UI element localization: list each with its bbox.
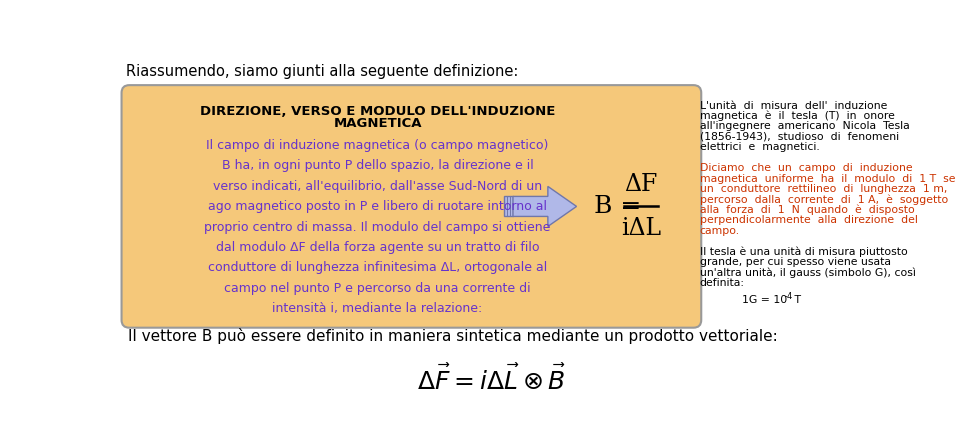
- Text: intensità i, mediante la relazione:: intensità i, mediante la relazione:: [273, 302, 483, 315]
- Text: percorso  dalla  corrente  di  1 A,  è  soggetto: percorso dalla corrente di 1 A, è sogget…: [700, 194, 948, 205]
- Text: Riassumendo, siamo giunti alla seguente definizione:: Riassumendo, siamo giunti alla seguente …: [126, 63, 518, 79]
- Text: all'ingegnere  americano  Nicola  Tesla: all'ingegnere americano Nicola Tesla: [700, 121, 909, 131]
- Text: $\Delta\vec{F} = i\Delta\vec{L} \otimes \vec{B}$: $\Delta\vec{F} = i\Delta\vec{L} \otimes …: [418, 365, 566, 395]
- Text: un  conduttore  rettilineo  di  lunghezza  1 m,: un conduttore rettilineo di lunghezza 1 …: [700, 184, 948, 194]
- Polygon shape: [513, 187, 577, 227]
- Text: verso indicati, all'equilibrio, dall'asse Sud-Nord di un: verso indicati, all'equilibrio, dall'ass…: [213, 180, 542, 193]
- Text: campo nel punto P e percorso da una corrente di: campo nel punto P e percorso da una corr…: [225, 282, 531, 295]
- Text: elettrici  e  magnetici.: elettrici e magnetici.: [700, 142, 820, 152]
- Text: conduttore di lunghezza infinitesima ΔL, ortogonale al: conduttore di lunghezza infinitesima ΔL,…: [208, 261, 547, 275]
- Text: magnetica  uniforme  ha  il  modulo  di  1 T  se: magnetica uniforme ha il modulo di 1 T s…: [700, 174, 955, 183]
- Text: T: T: [791, 295, 802, 304]
- FancyBboxPatch shape: [122, 85, 701, 328]
- Text: 1G = 10: 1G = 10: [742, 295, 787, 304]
- Text: perpendicolarmente  alla  direzione  del: perpendicolarmente alla direzione del: [700, 215, 918, 225]
- Text: Il vettore B può essere definito in maniera sintetica mediante un prodotto vetto: Il vettore B può essere definito in mani…: [128, 328, 778, 345]
- Text: Il tesla è una unità di misura piuttosto: Il tesla è una unità di misura piuttosto: [700, 247, 907, 257]
- Text: L'unità  di  misura  dell'  induzione: L'unità di misura dell' induzione: [700, 100, 887, 110]
- Text: MAGNETICA: MAGNETICA: [333, 117, 421, 131]
- Text: magnetica  è  il  tesla  (T)  in  onore: magnetica è il tesla (T) in onore: [700, 111, 895, 121]
- Text: definita:: definita:: [700, 278, 745, 288]
- Text: -4: -4: [784, 292, 792, 301]
- Text: ΔF: ΔF: [624, 172, 658, 196]
- Polygon shape: [504, 196, 513, 216]
- Text: Il campo di induzione magnetica (o campo magnetico): Il campo di induzione magnetica (o campo…: [206, 139, 549, 152]
- Text: (1856-1943),  studioso  di  fenomeni: (1856-1943), studioso di fenomeni: [700, 132, 899, 142]
- Text: Diciamo  che  un  campo  di  induzione: Diciamo che un campo di induzione: [700, 163, 912, 173]
- Text: grande, per cui spesso viene usata: grande, per cui spesso viene usata: [700, 257, 891, 267]
- Text: proprio centro di massa. Il modulo del campo si ottiene: proprio centro di massa. Il modulo del c…: [204, 221, 551, 234]
- Text: DIREZIONE, VERSO E MODULO DELL'INDUZIONE: DIREZIONE, VERSO E MODULO DELL'INDUZIONE: [200, 105, 555, 118]
- Text: dal modulo ΔF della forza agente su un tratto di filo: dal modulo ΔF della forza agente su un t…: [216, 241, 540, 254]
- Text: campo.: campo.: [700, 226, 740, 236]
- Text: iΔL: iΔL: [621, 217, 660, 240]
- Text: alla  forza  di  1  N  quando  è  disposto: alla forza di 1 N quando è disposto: [700, 205, 915, 215]
- Text: B ha, in ogni punto P dello spazio, la direzione e il: B ha, in ogni punto P dello spazio, la d…: [222, 159, 534, 172]
- Text: B =: B =: [594, 195, 641, 218]
- Text: ago magnetico posto in P e libero di ruotare intorno al: ago magnetico posto in P e libero di ruo…: [208, 200, 547, 213]
- Text: un'altra unità, il gauss (simbolo G), così: un'altra unità, il gauss (simbolo G), co…: [700, 268, 916, 278]
